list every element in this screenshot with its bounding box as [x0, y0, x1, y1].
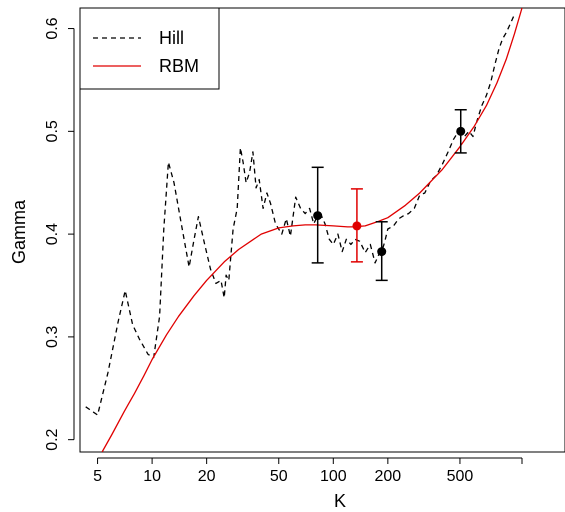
legend-hill-label: Hill: [159, 28, 184, 48]
y-axis-label: Gamma: [9, 199, 29, 264]
x-tick-label: 200: [374, 468, 401, 485]
y-tick-label: 0.4: [44, 223, 61, 245]
plot-frame: [79, 7, 565, 453]
series-layer: [85, 8, 523, 452]
y-tick-label: 0.2: [44, 428, 61, 450]
legend: Hill RBM: [79, 7, 220, 90]
y-axis: 0.2 0.3 0.4 0.5 0.6: [44, 17, 75, 451]
error-bar-point: [377, 247, 387, 257]
x-axis-label: K: [334, 491, 346, 511]
error-bar-point: [456, 126, 466, 136]
x-tick-label: 50: [270, 468, 288, 485]
x-tick-label: 500: [447, 468, 474, 485]
legend-rbm-label: RBM: [159, 56, 199, 76]
x-axis: 5 10 20 50 100 200 500: [93, 457, 523, 485]
error-bar-point: [352, 221, 362, 231]
x-tick-label: 100: [320, 468, 347, 485]
y-tick-label: 0.3: [44, 326, 61, 348]
y-tick-label: 0.5: [44, 120, 61, 142]
series-hill-line: [85, 15, 515, 416]
errorbar-layer: [311, 109, 467, 282]
series-rbm-line: [101, 8, 523, 452]
legend-box: [79, 7, 220, 90]
x-tick-label: 5: [93, 468, 102, 485]
y-tick-label: 0.6: [44, 17, 61, 39]
x-tick-label: 20: [198, 468, 216, 485]
error-bar-point: [313, 211, 323, 221]
x-tick-label: 10: [143, 468, 161, 485]
